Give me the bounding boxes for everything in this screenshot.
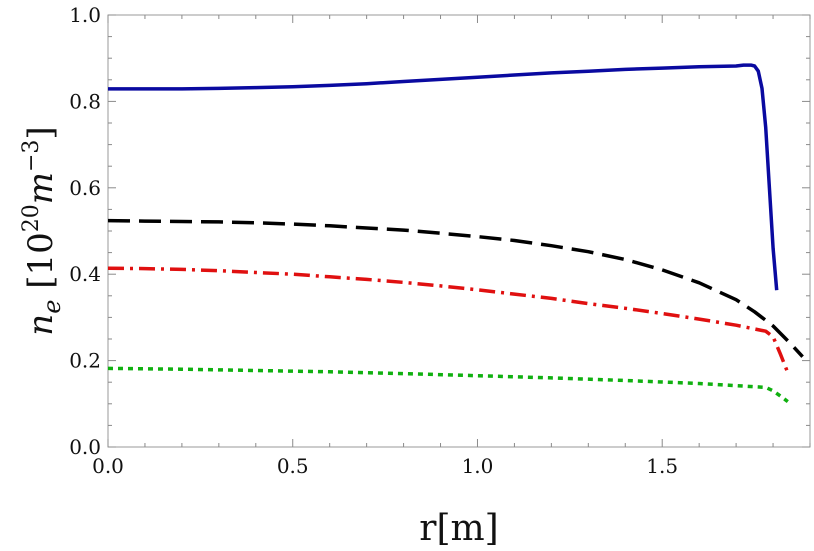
x-axis-title: r[m]	[419, 508, 498, 549]
y-tick-label: 0.4	[69, 262, 101, 286]
y-tick-label: 0.8	[69, 89, 101, 113]
y-axis-unit-suffix: ]	[21, 126, 61, 139]
series-line-3	[107, 266, 790, 374]
y-tick-label: 0.0	[69, 435, 101, 459]
axis-ticks: 0.0 0.5 1.0 1.5 0.0 0.2 0.4 0.6 0.8 1.0	[69, 3, 811, 478]
x-tick-label: 0.5	[277, 454, 309, 478]
x-tick-label: 0.0	[92, 454, 124, 478]
series-line-1	[108, 63, 779, 291]
y-axis-unit-exponent-2: −3	[19, 140, 44, 172]
y-axis-unit-exponent-1: 20	[19, 204, 44, 232]
y-tick-label: 0.2	[69, 349, 101, 373]
y-axis-symbol: n	[21, 314, 61, 336]
y-tick-label: 1.0	[69, 3, 101, 27]
y-tick-label: 0.6	[69, 176, 101, 200]
y-axis-unit-prefix: [10	[21, 232, 61, 299]
y-axis-subscript: e	[38, 300, 66, 314]
series-line-4	[107, 366, 789, 403]
y-axis-unit-symbol: m	[21, 172, 61, 204]
x-tick-label: 1.5	[646, 454, 678, 478]
y-axis-title: ne [1020m−3]	[19, 126, 66, 335]
x-tick-label: 1.0	[462, 454, 494, 478]
series-layer	[107, 63, 804, 403]
series-line-2	[107, 218, 804, 358]
